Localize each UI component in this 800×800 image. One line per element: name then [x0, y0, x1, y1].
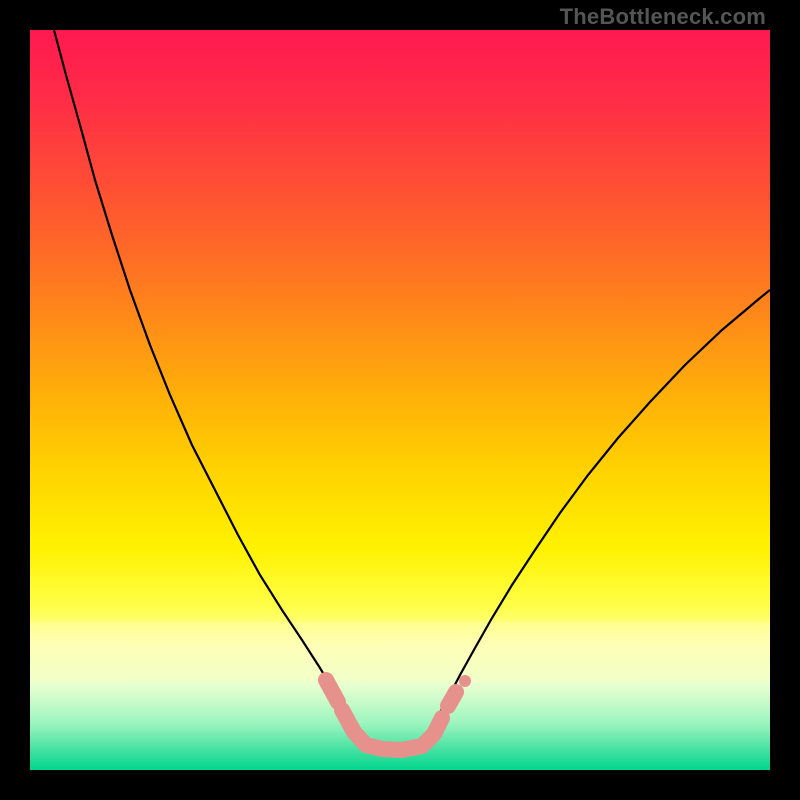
plot-area — [30, 30, 770, 770]
curve-layer — [30, 30, 770, 770]
valley-marker — [326, 675, 471, 750]
curve-right-branch — [430, 290, 770, 730]
curve-left-branch — [54, 30, 355, 730]
chart-frame: TheBottleneck.com — [0, 0, 800, 800]
watermark-text: TheBottleneck.com — [560, 4, 766, 30]
